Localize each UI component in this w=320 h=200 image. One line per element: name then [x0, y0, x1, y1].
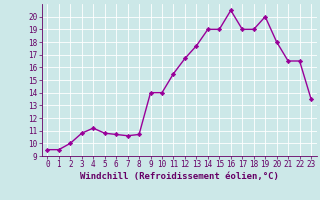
X-axis label: Windchill (Refroidissement éolien,°C): Windchill (Refroidissement éolien,°C): [80, 172, 279, 181]
